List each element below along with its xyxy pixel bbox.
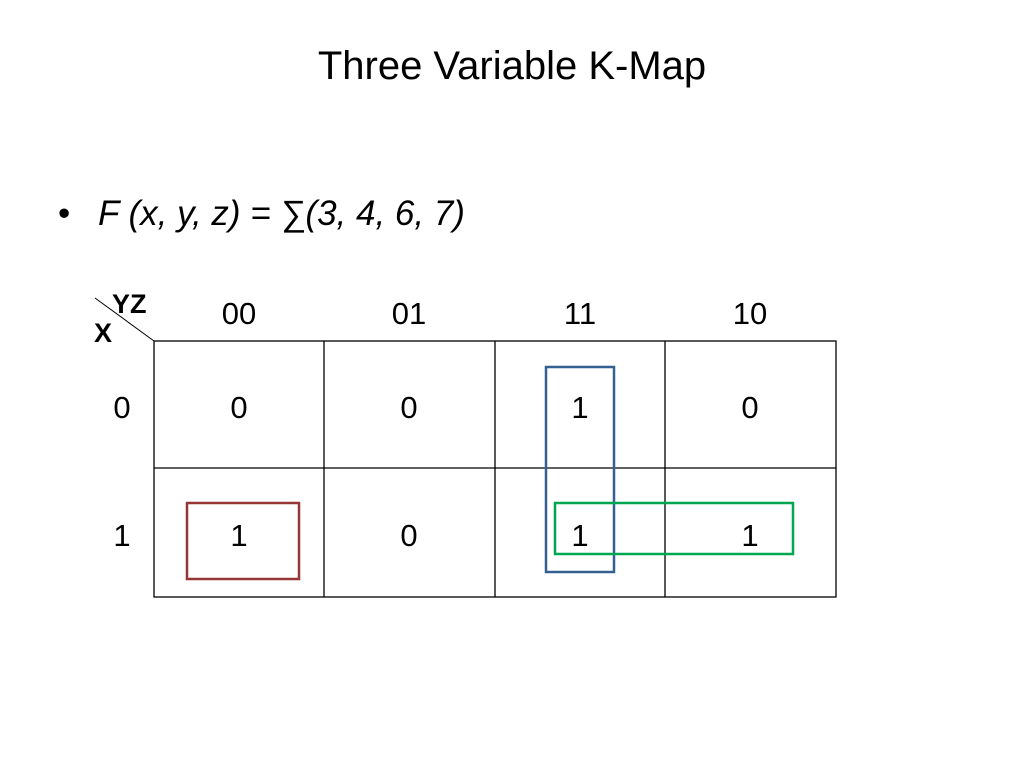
kmap-cells: 0 0 1 0 1 0 1 1	[230, 390, 758, 553]
kmap-cell: 1	[571, 518, 588, 553]
kmap-col-headers: 00 01 11 10	[222, 296, 767, 331]
kmap-row-headers: 0 1	[113, 390, 130, 553]
kmap-row-header: 1	[113, 518, 130, 553]
kmap-cell: 0	[230, 390, 247, 425]
kmap-col-header: 01	[392, 296, 426, 331]
kmap-corner-diagonal	[94, 297, 155, 342]
kmap-col-header: 10	[733, 296, 767, 331]
kmap-col-header: 11	[564, 296, 596, 331]
kmap-groups	[185, 365, 795, 581]
kmap-cell: 0	[741, 390, 758, 425]
kmap-cell: 0	[400, 390, 417, 425]
kmap-col-var-label: YZ	[112, 289, 147, 319]
kmap-col-header: 00	[222, 296, 256, 331]
kmap-cell: 1	[741, 518, 758, 553]
kmap-grid	[153, 340, 837, 598]
function-expression: F (x, y, z) = ∑(3, 4, 6, 7)	[98, 194, 465, 233]
function-bullet: • F (x, y, z) = ∑(3, 4, 6, 7)	[58, 192, 465, 236]
group-minterm-4	[185, 501, 301, 581]
kmap-row-var-label: X	[94, 318, 112, 348]
group-minterms-6-7	[553, 501, 795, 556]
kmap-cell: 1	[230, 518, 247, 553]
bullet-marker: •	[58, 194, 71, 233]
kmap-cell: 0	[400, 518, 417, 553]
group-minterms-3-7	[544, 365, 616, 574]
kmap-cell: 1	[571, 390, 588, 425]
kmap-row-header: 0	[113, 390, 130, 425]
slide-title: Three Variable K-Map	[317, 44, 707, 88]
